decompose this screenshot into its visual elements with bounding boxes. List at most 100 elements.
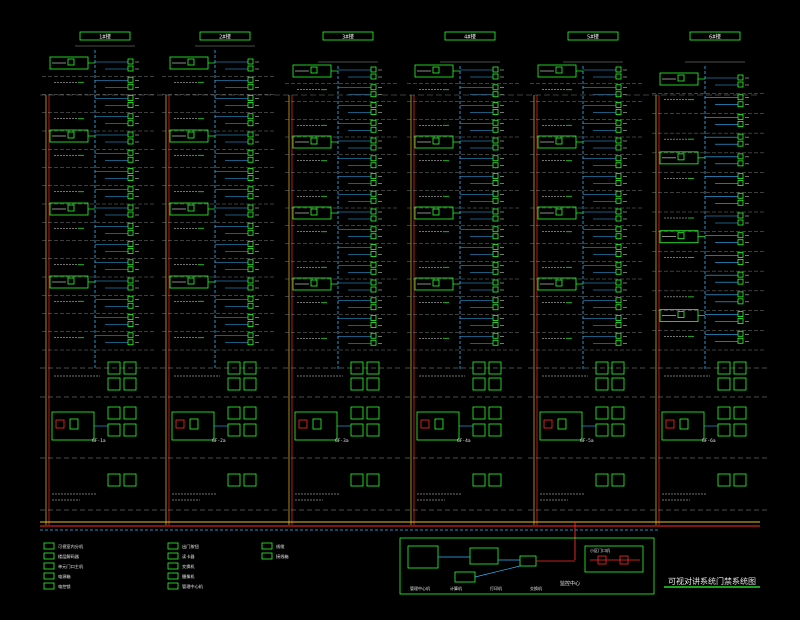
entrance-unit [488,406,502,420]
door-lock [298,419,308,429]
floor-row [530,64,643,84]
indoor-unit [737,278,744,285]
floor-row [407,102,520,120]
entrance-unit [366,406,380,420]
indoor-unit [370,215,377,222]
legend-text: 交换机 [182,563,195,570]
indoor-unit [492,66,499,73]
legend-item: 电源箱 [43,572,71,580]
entrance-unit [350,406,364,420]
lobby-unit [472,361,486,375]
legend-item: 管理中心机 [167,582,204,590]
floor-row [162,275,275,296]
indoor-unit [492,279,499,286]
lobby-unit [123,361,137,375]
legend-text: 出门按钮 [182,543,199,550]
control-link [474,565,521,578]
entrance-unit [611,423,625,437]
indoor-unit [127,284,134,291]
indoor-unit [127,138,134,145]
decoder-unit [432,208,440,216]
legend-item: 接线箱 [261,552,289,560]
floor-row [285,297,398,315]
door-station [557,418,567,430]
floor-row [42,332,155,351]
indoor-unit [492,173,499,179]
floor-row [652,151,765,173]
lobby-unit [733,361,747,375]
indoor-unit [615,173,622,179]
floor-row [652,271,765,292]
floor-row [42,113,155,132]
indoor-unit [737,140,744,147]
legend-text: 摄像机 [182,573,195,580]
indoor-unit [370,144,377,151]
indoor-unit [370,233,377,240]
indoor-unit [247,138,254,145]
indoor-unit [615,297,622,304]
indoor-unit [737,239,744,246]
floor-row [530,135,643,155]
printer [454,571,476,583]
indoor-unit [737,199,744,206]
gate-box [584,545,644,573]
indoor-unit [737,133,744,140]
gate-box-label: 小区门口机 [590,547,610,553]
floor-row [285,315,398,333]
basement-unit [123,473,137,487]
basement-unit [488,473,502,487]
floor-row [162,95,275,113]
door-lock [665,419,675,429]
floor-row [530,84,643,102]
lobby-unit [227,361,241,375]
basement-unit [472,473,486,487]
indoor-unit [370,251,377,257]
indoor-unit [615,84,622,91]
indoor-unit [370,322,377,328]
indoor-unit [615,322,622,328]
lobby-unit [733,377,747,391]
floor-row [407,64,520,84]
indoor-unit [737,311,744,317]
entrance-unit [733,406,747,420]
indoor-unit [127,156,134,163]
decoder-unit [432,137,440,145]
indoor-unit [247,65,254,72]
indoor-unit [615,66,622,73]
building-columns: 1#楼 GF-1a 2#楼 GF-2a 3#楼 GF-3a 4#楼 GF-4a 5#楼 GF-5a… [40,31,768,525]
indoor-unit [247,113,254,120]
floor-row [42,275,155,296]
floor-row [285,155,398,173]
legend-item: 楼层解码器 [43,552,80,560]
floor-row [407,173,520,191]
indoor-unit [127,95,134,101]
indoor-unit-icon [43,542,55,550]
lobby-unit [366,361,380,375]
floor-row [162,113,275,132]
indoor-unit [615,109,622,115]
floor-row [407,155,520,173]
entrance-unit [472,406,486,420]
indoor-unit [247,321,254,327]
lobby-unit [595,361,609,375]
indoor-unit [492,251,499,257]
building-column-1: 1#楼 GF-1a [40,31,158,525]
indoor-unit [615,233,622,240]
indoor-unit [737,259,744,265]
floor-row [162,332,275,351]
indoor-unit [127,277,134,284]
entrance-unit [611,406,625,420]
door-station-label: GF-6a [702,438,716,444]
indoor-unit [247,284,254,291]
indoor-unit [127,314,134,320]
entrance-unit [717,406,731,420]
basement-unit [243,473,257,487]
column-header-label: 1#楼 [99,33,112,41]
lobby-unit [488,377,502,391]
indoor-unit [615,126,622,133]
floor-row [652,330,765,351]
decoder-unit [187,58,195,66]
floor-row [42,129,155,150]
indoor-unit [370,268,377,275]
